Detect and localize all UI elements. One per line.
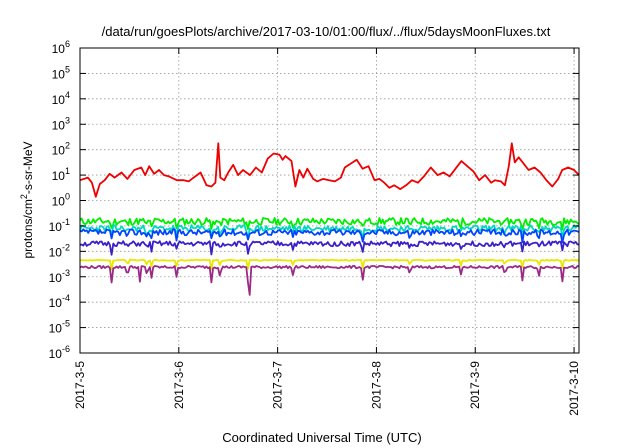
x-tick-label: 2017-3-9 xyxy=(468,361,482,409)
y-tick-label: 103 xyxy=(52,115,70,132)
y-tick-exp: -5 xyxy=(62,319,70,329)
series-line-1 xyxy=(79,142,580,198)
y-tick-base: 10 xyxy=(49,347,63,361)
y-tick-base: 10 xyxy=(49,271,63,285)
chart-title: /data/run/goesPlots/archive/2017-03-10/0… xyxy=(102,24,551,39)
data-series xyxy=(79,142,580,296)
y-axis-label-sup: 2 xyxy=(19,194,29,199)
y-axis-ticks: 10-610-510-410-310-210-11001011021031041… xyxy=(49,39,579,361)
y-tick-exp: 1 xyxy=(65,166,70,176)
series-line-5 xyxy=(79,240,580,256)
x-tick-label: 2017-3-6 xyxy=(172,361,186,409)
y-tick-label: 104 xyxy=(52,90,70,107)
y-tick-exp: 2 xyxy=(65,141,70,151)
y-axis-label: protons/cm2-s-sr-MeV xyxy=(19,141,35,258)
y-tick-exp: -3 xyxy=(62,268,70,278)
y-tick-exp: 6 xyxy=(65,39,70,49)
series-line-4 xyxy=(79,228,580,244)
x-tick-label: 2017-3-5 xyxy=(73,361,87,409)
y-tick-label: 106 xyxy=(52,39,70,56)
y-tick-label: 10-5 xyxy=(49,319,70,336)
y-tick-exp: 4 xyxy=(65,90,70,100)
y-tick-label: 105 xyxy=(52,64,70,81)
y-tick-base: 10 xyxy=(49,245,63,259)
series-line-6 xyxy=(79,258,580,271)
y-tick-label: 102 xyxy=(52,141,70,158)
x-tick-label: 2017-3-8 xyxy=(369,361,383,409)
y-tick-exp: -4 xyxy=(62,293,70,303)
y-tick-label: 10-3 xyxy=(49,268,70,285)
y-tick-label: 10-1 xyxy=(49,217,70,234)
y-tick-exp: 3 xyxy=(65,115,70,125)
y-tick-label: 10-2 xyxy=(49,242,70,259)
y-tick-exp: -6 xyxy=(62,344,70,354)
y-tick-base: 10 xyxy=(49,322,63,336)
x-tick-label: 2017-3-7 xyxy=(271,361,285,409)
y-tick-label: 10-4 xyxy=(49,293,70,310)
x-axis-label: Coordinated Universal Time (UTC) xyxy=(222,430,421,445)
y-tick-label: 101 xyxy=(52,166,70,183)
y-tick-base: 10 xyxy=(52,144,66,158)
y-tick-exp: -1 xyxy=(62,217,70,227)
y-tick-label: 10-6 xyxy=(49,344,70,361)
y-tick-exp: -2 xyxy=(62,242,70,252)
y-tick-base: 10 xyxy=(49,220,63,234)
y-tick-base: 10 xyxy=(52,67,66,81)
y-tick-base: 10 xyxy=(52,195,66,209)
y-tick-base: 10 xyxy=(52,169,66,183)
y-axis-label-pre: protons/cm xyxy=(21,199,35,258)
series-line-2 xyxy=(79,217,580,231)
y-tick-base: 10 xyxy=(49,296,63,310)
grid-lines xyxy=(80,48,579,353)
y-tick-label: 100 xyxy=(52,192,70,209)
series-line-7 xyxy=(79,264,579,296)
y-tick-exp: 0 xyxy=(65,192,70,202)
x-tick-label: 2017-3-10 xyxy=(567,361,581,416)
y-tick-base: 10 xyxy=(52,93,66,107)
y-tick-base: 10 xyxy=(52,118,66,132)
y-tick-base: 10 xyxy=(52,42,66,56)
x-axis-ticks: 2017-3-5 2017-3-6 2017-3-7 2017-3-8 2017-3-9… xyxy=(73,48,581,416)
y-tick-exp: 5 xyxy=(65,64,70,74)
y-axis-label-post: -s-sr-MeV xyxy=(21,141,35,194)
